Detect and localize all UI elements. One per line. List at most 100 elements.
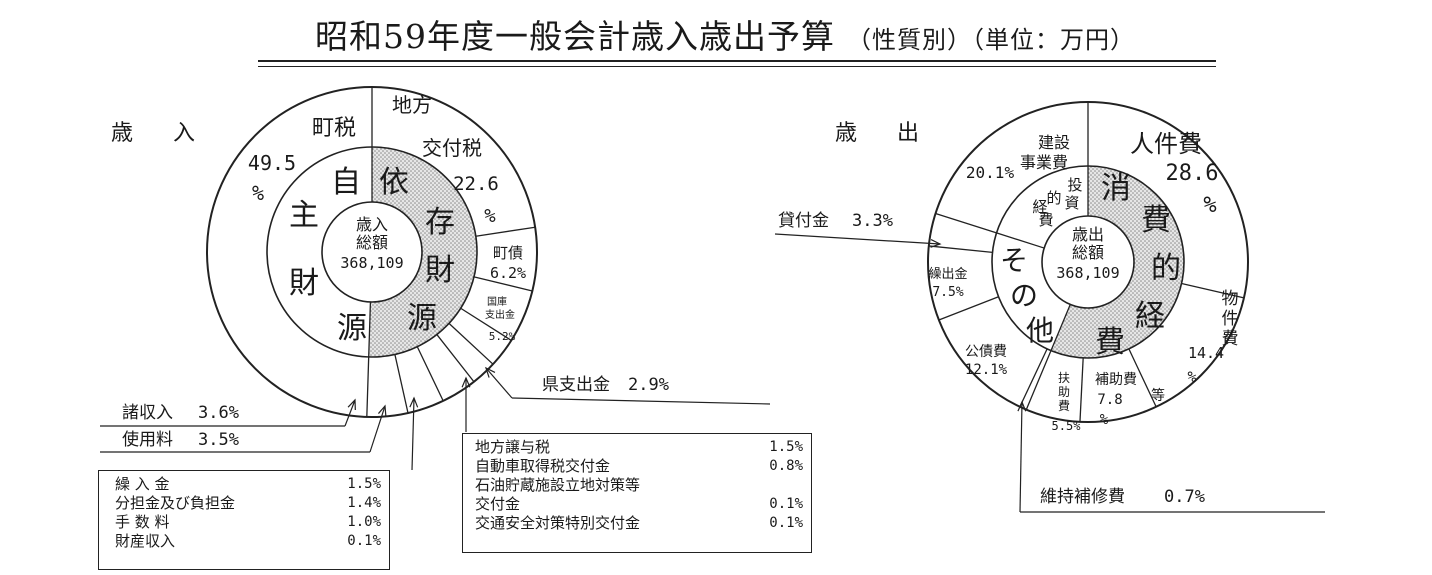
slice-value-chihoukoufuzei: 22.6 [453,173,499,195]
box-right-row: 地方譲与税 1.5% [475,438,803,457]
box-left-row-label: 分担金及び負担金 [115,494,236,512]
slice-label-jinkenhi: 人件費 [1130,130,1202,158]
slice-label-bukkenhi: 件 [1222,309,1239,329]
slice-boundary [928,245,993,254]
slice-boundary [1025,350,1052,410]
inner-group-label-dependent: 財 [425,253,455,288]
slice-boundary [938,296,999,321]
slice-label-bukkenhi: 費 [1222,329,1239,349]
slice-value-kensetsu: 20.1% [966,163,1015,182]
slice-label-fujohi: 扶 [1058,370,1070,385]
inner-group-label-own: 源 [337,311,367,346]
inner-group-label-investment: 資 [1064,194,1079,212]
slice-value-kokko: 5.2% [489,330,516,343]
inner-group-label-other: そ [1000,244,1028,277]
callout-boxright-arrow-head [461,376,471,388]
box-right-row-value: 0.1% [769,515,803,531]
box-left-row: 繰 入 金 1.5% [115,475,381,494]
center-label: 歳出 [1072,225,1104,244]
slice-label-koushihi: 公債費 [965,344,1007,360]
callout-ken-line [511,397,771,405]
callout-iji-label: 維持補修費 [1040,487,1125,507]
page-title: 昭和59年度一般会計歳入歳出予算 （性質別）（単位：万円） [200,10,1250,58]
callout-kashitsuke-arrow-head [930,239,942,248]
slice-value-jinkenhi: % [1203,193,1216,218]
box-right-row: 自動車取得税交付金 0.8% [475,457,803,476]
callout-kashitsuke-value: 3.3% [852,211,893,231]
slice-label-kuridashi: 繰出金 [928,266,967,282]
slice-label-kensetsu: 事業費 [1020,153,1068,172]
box-left-row-value: 1.4% [347,495,381,511]
slice-boundary [448,322,494,365]
callout-kashitsuke-label: 貸付金 [778,211,829,231]
box-left-row: 手 数 料 1.0% [115,513,381,532]
slice-value-hojohi: % [1100,412,1109,428]
inner-group-label-investment: 経 [1032,198,1047,216]
slice-boundary [935,212,997,234]
inner-group-label-dependent: 依 [379,165,409,200]
callout-ken-label: 県支出金 [542,375,610,395]
center-value: 368,109 [340,254,403,272]
title-underline-thin [258,66,1216,67]
box-left-row-value: 0.1% [347,533,381,549]
slice-value-kuridashi: 7.5% [932,285,963,300]
center-label: 総額 [1072,243,1104,262]
box-right-row-label: 地方譲与税 [475,438,551,456]
callout-kashitsuke-arrow [774,233,941,245]
chart-title-expenditure: 出 [897,121,919,146]
chart-title-revenue: 歳 [111,121,133,146]
callout-boxleft-arrow [411,397,415,471]
slice-value-koushihi: 12.1% [965,362,1008,378]
title-underline [258,60,1216,62]
slice-boundary [473,276,533,292]
callout-shiyou-value: 3.5% [198,430,239,450]
box-left-row-label: 財産収入 [115,532,176,550]
slice-value-chihoukoufuzei: % [484,205,496,227]
callout-shoshu-value: 3.6% [198,403,239,423]
slice-label-machisai: 町債 [493,244,523,262]
slice-label-hojohi: 等 [1151,387,1165,404]
slice-boundary [1019,348,1048,408]
callout-boxleft-arrow-head [409,396,419,408]
callout-ken-arrow-head [484,366,496,378]
slice-boundary [416,346,444,402]
box-right-row-label: 石油貯蔵施設立地対策等 [475,476,641,494]
revenue-other-dependent-box: 地方譲与税 1.5% 自動車取得税交付金 0.8% 石油貯蔵施設立地対策等 交付金 0.1%… [462,433,812,553]
chart-title-revenue: 入 [173,121,195,146]
center-label: 総額 [356,233,388,252]
slice-boundary [436,334,475,383]
callout-iji-value: 0.7% [1164,487,1205,507]
inner-divider [368,301,372,357]
slice-label-hojohi: 補助費 [1095,372,1137,388]
box-left-row-value: 1.0% [347,514,381,530]
slice-boundary [460,307,512,341]
inner-group-consumptive [1050,166,1184,358]
box-right-row: 交付金 0.1% [475,495,803,514]
slice-label-machizei: 町税 [312,116,356,141]
inner-group-label-other: 他 [1026,314,1054,347]
slice-value-jinkenhi: 28.6 [1166,161,1219,186]
slice-label-chihoukoufuzei: 地方 [392,93,432,117]
box-right-row: 交通安全対策特別交付金 0.1% [475,514,803,533]
callout-ken-arrow [485,367,513,399]
slice-label-kokko: 国庫 [487,295,507,308]
box-right-row-label: 交付金 [475,495,521,513]
box-left-row-label: 手 数 料 [115,513,170,531]
box-right-row-value: 0.8% [769,458,803,474]
box-left-row: 財産収入 0.1% [115,532,381,551]
slice-boundary [1181,282,1245,299]
slice-boundary [1079,357,1084,422]
slice-label-chihoukoufuzei: 交付税 [422,136,482,160]
slice-boundary [366,356,370,417]
callout-iji-arrow-head [1017,400,1027,412]
chart-title-expenditure: 歳 [835,121,857,146]
slice-boundary [394,354,409,414]
inner-group-dependent [368,147,478,358]
center-value: 368,109 [1056,264,1119,282]
inner-group-label-investment: 費 [1038,211,1053,229]
inner-divider [1050,304,1071,351]
title-text: 昭和59年度一般会計歳入歳出予算 [315,17,835,56]
inner-divider [996,232,1045,249]
callout-shiyou-arrow [369,405,386,453]
